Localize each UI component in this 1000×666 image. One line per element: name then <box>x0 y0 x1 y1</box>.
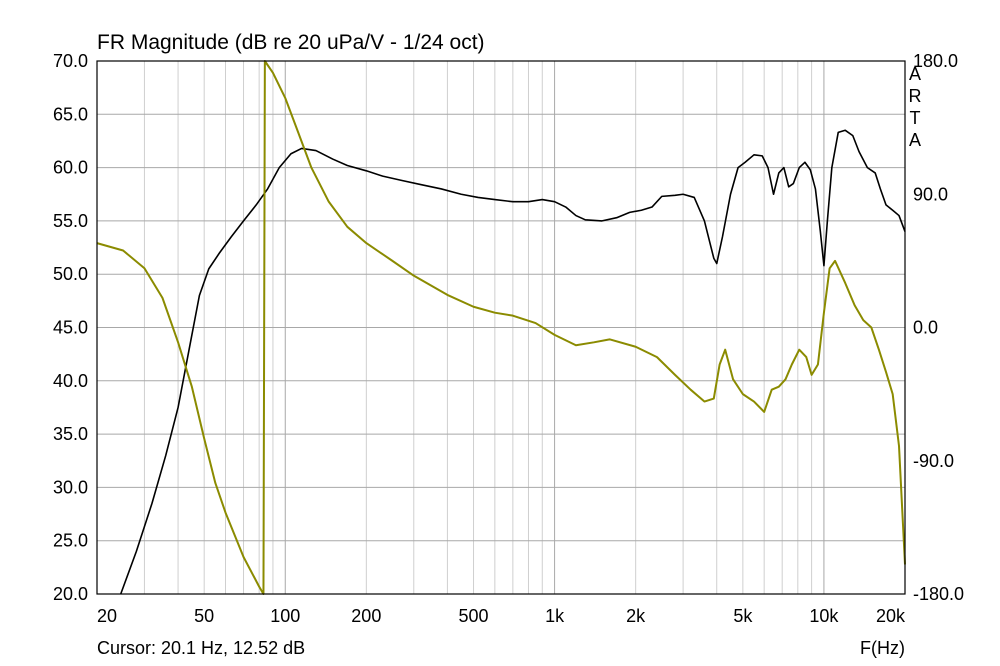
y-tick-label: 45.0 <box>53 318 88 338</box>
chart-title: FR Magnitude (dB re 20 uPa/V - 1/24 oct) <box>97 31 485 54</box>
side-label-letter: R <box>909 86 922 106</box>
x-axis-label: F(Hz) <box>860 638 905 658</box>
y-tick-label: 40.0 <box>53 371 88 391</box>
y-tick-label: 55.0 <box>53 211 88 231</box>
y2-tick-label: 0.0 <box>913 318 938 338</box>
y-tick-label: 25.0 <box>53 531 88 551</box>
side-label-letter: A <box>909 64 921 84</box>
x-tick-label: 10k <box>809 606 839 626</box>
y-axis-ticks: 70.0 65.0 60.0 55.0 50.0 45.0 40.0 35.0 30.0 25.0… <box>53 51 88 604</box>
magnitude-curve <box>119 129 906 595</box>
y-tick-label: 30.0 <box>53 477 88 497</box>
x-tick-label: 20k <box>876 606 906 626</box>
y-tick-label: 70.0 <box>53 51 88 71</box>
series-group <box>96 60 906 595</box>
y-tick-label: 60.0 <box>53 158 88 178</box>
x-tick-label: 1k <box>545 606 565 626</box>
y-tick-label: 65.0 <box>53 104 88 124</box>
phase-curve <box>96 60 906 595</box>
y-tick-label: 20.0 <box>53 584 88 604</box>
y-tick-label: 35.0 <box>53 424 88 444</box>
x-axis-ticks: 20 50 100 200 500 1k 2k 5k 10k 20k <box>97 606 906 626</box>
x-tick-label: 5k <box>733 606 753 626</box>
y2-tick-label: -90.0 <box>913 451 954 471</box>
y2-tick-label: 180.0 <box>913 51 958 71</box>
x-tick-label: 2k <box>626 606 646 626</box>
x-tick-label: 20 <box>97 606 117 626</box>
y-tick-label: 50.0 <box>53 264 88 284</box>
side-label-letter: A <box>909 130 921 150</box>
x-tick-label: 200 <box>351 606 381 626</box>
y2-axis-ticks: 180.0 90.0 0.0 -90.0 -180.0 <box>913 51 964 604</box>
x-tick-label: 500 <box>458 606 488 626</box>
cursor-readout: Cursor: 20.1 Hz, 12.52 dB <box>97 638 305 658</box>
side-label-letter: T <box>910 108 921 128</box>
plot-frame <box>96 60 906 595</box>
y2-tick-label: -180.0 <box>913 584 964 604</box>
y2-tick-label: 90.0 <box>913 184 948 204</box>
x-tick-label: 100 <box>270 606 300 626</box>
x-tick-label: 50 <box>194 606 214 626</box>
grid <box>97 61 905 594</box>
